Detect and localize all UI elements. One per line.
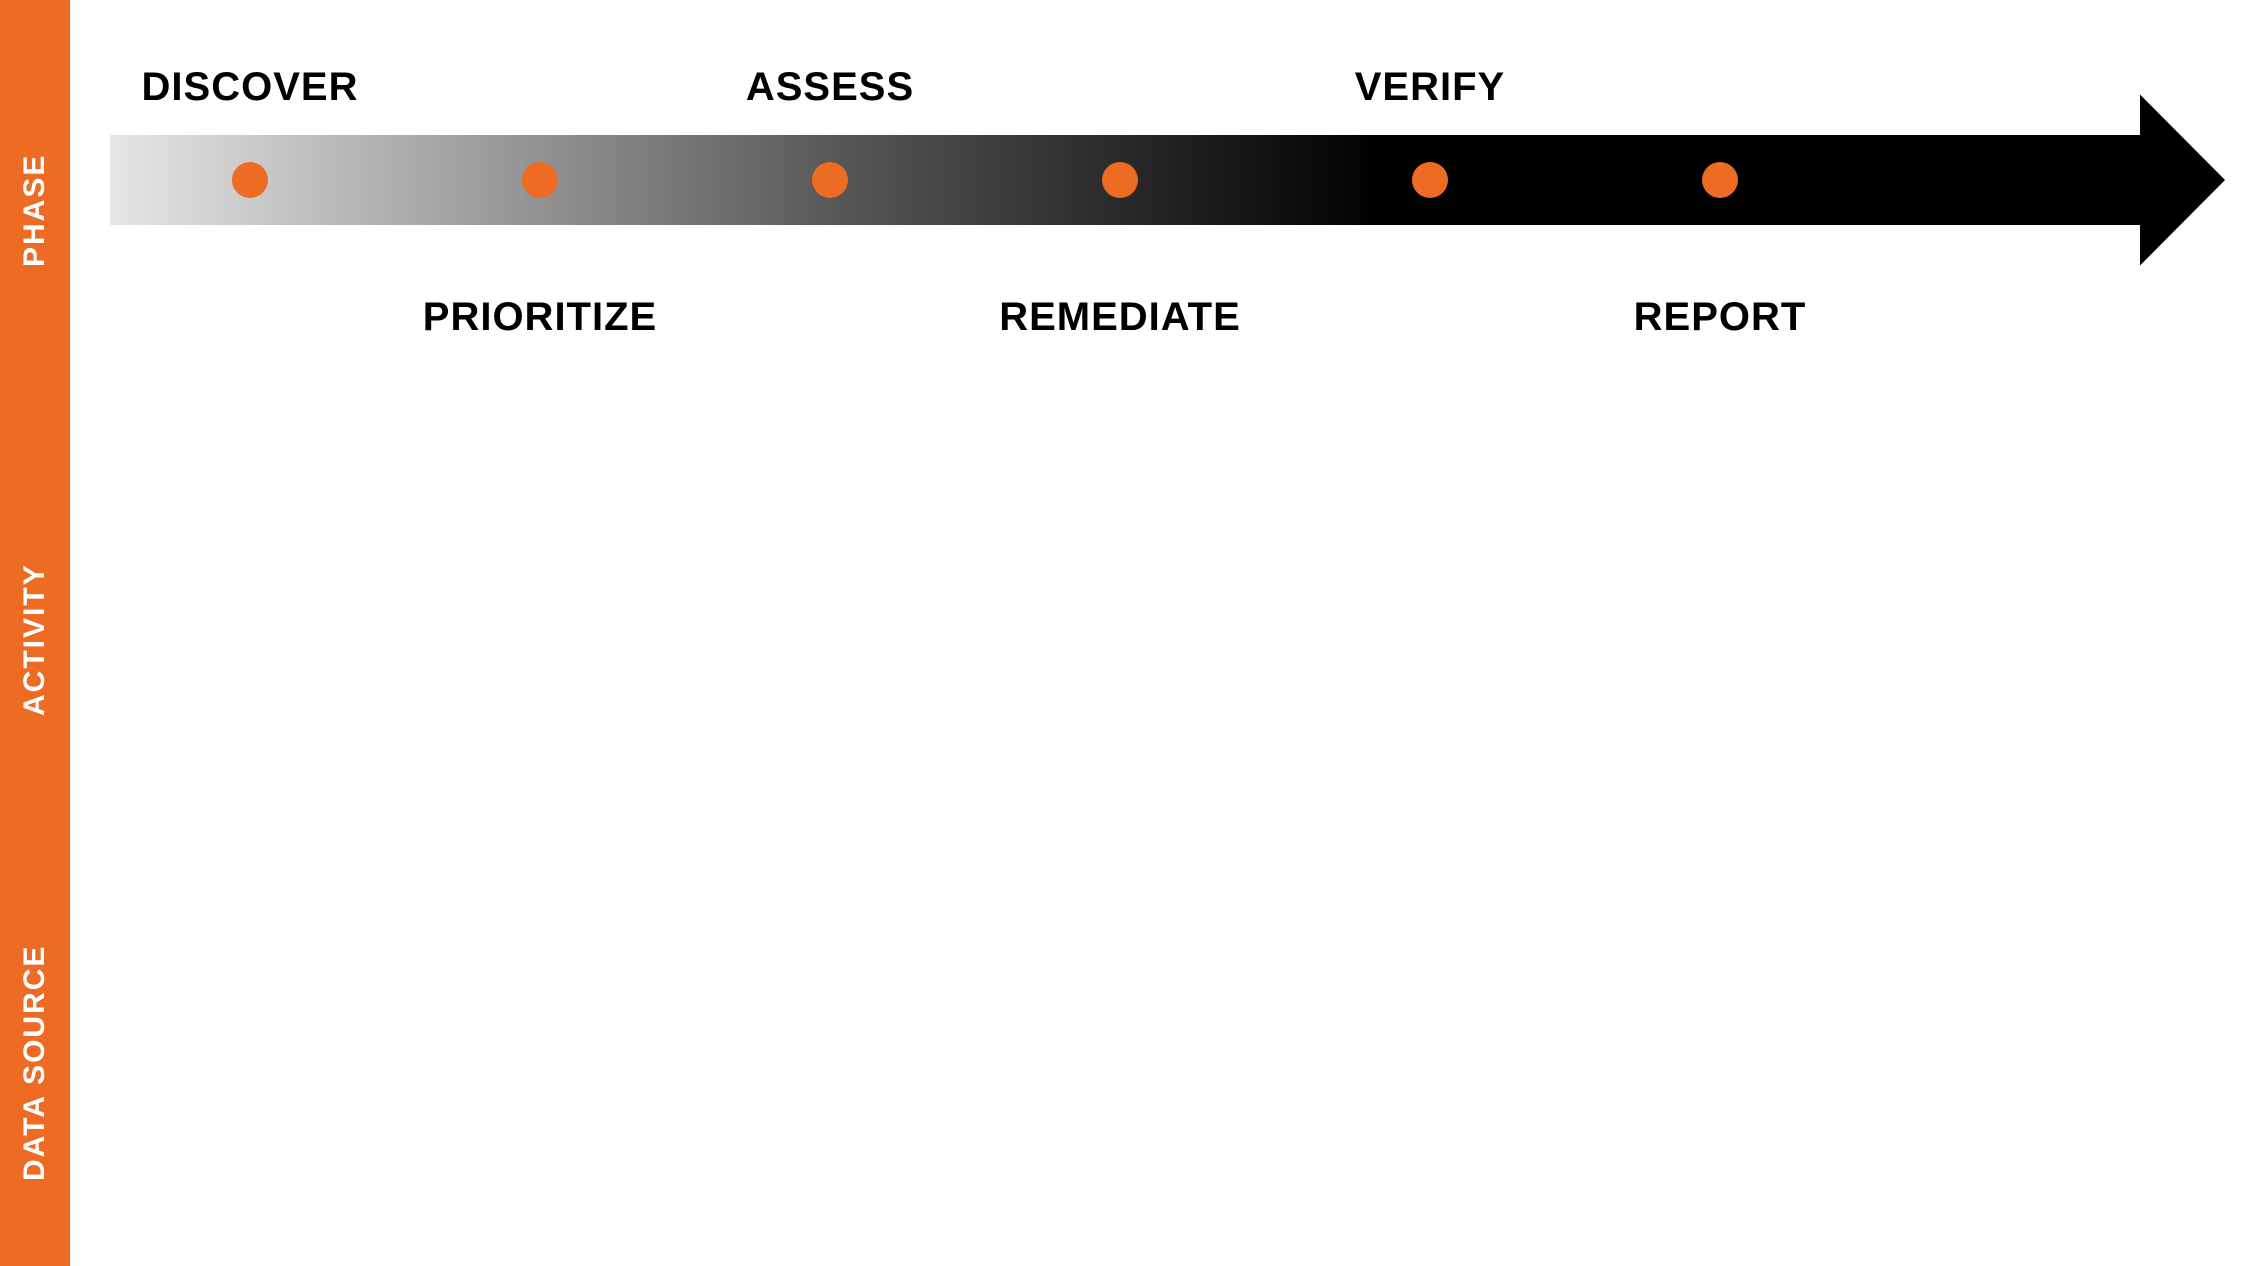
phase-dot — [1412, 162, 1448, 198]
phase-label-verify: VERIFY — [1230, 65, 1630, 110]
phase-label-remediate: REMEDIATE — [920, 295, 1320, 340]
phase-label-discover: DISCOVER — [50, 65, 450, 110]
phase-dot — [1702, 162, 1738, 198]
phase-dot — [232, 162, 268, 198]
row-label-datasource: DATA SOURCE — [0, 860, 70, 1266]
row-label-activity: ACTIVITY — [0, 420, 70, 860]
phase-dot — [1102, 162, 1138, 198]
phase-dot — [522, 162, 558, 198]
phase-label-assess: ASSESS — [630, 65, 1030, 110]
phase-label-prioritize: PRIORITIZE — [340, 295, 740, 340]
phase-label-report: REPORT — [1520, 295, 1920, 340]
phase-dot — [812, 162, 848, 198]
